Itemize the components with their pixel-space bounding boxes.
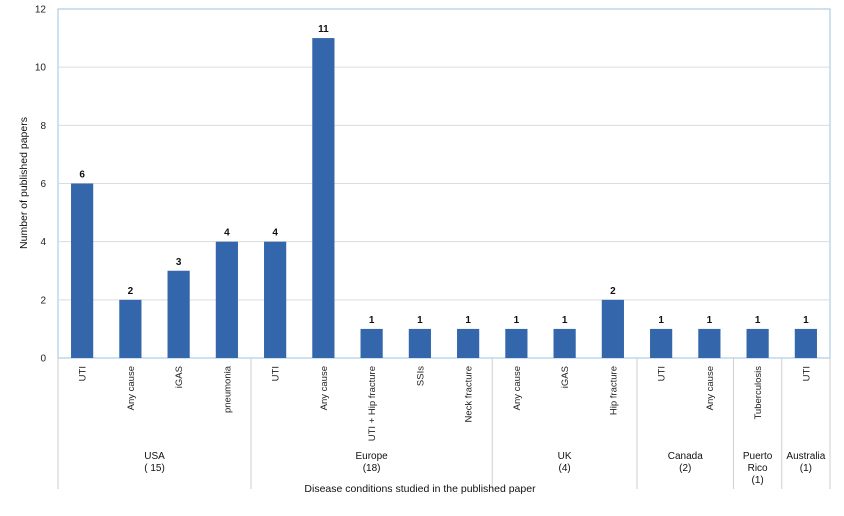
category-label: UTI (271, 366, 282, 381)
category-label: UTI (657, 366, 668, 381)
bar (794, 328, 817, 358)
bar (167, 270, 190, 358)
data-label: 1 (803, 315, 809, 326)
category-label: UTI (801, 366, 812, 381)
y-tick-label: 6 (40, 179, 46, 190)
category-label: iGAS (560, 366, 571, 388)
bar (215, 241, 238, 358)
data-label: 1 (658, 315, 664, 326)
category-label: iGAS (174, 366, 185, 388)
group-label: Australia (786, 451, 825, 462)
group-label: (18) (363, 463, 381, 474)
bar (601, 299, 624, 358)
group-label: (1) (752, 475, 764, 486)
group-label: (4) (559, 463, 571, 474)
category-label: SSIs (415, 366, 426, 386)
data-label: 1 (514, 315, 520, 326)
data-label: 2 (128, 286, 134, 297)
category-label: Any cause (705, 366, 716, 410)
bar (746, 328, 769, 358)
gridlines (58, 66, 830, 301)
data-label: 1 (562, 315, 568, 326)
group-label: (1) (800, 463, 812, 474)
y-tick-label: 10 (35, 63, 47, 74)
data-label: 11 (318, 24, 329, 35)
bar (408, 328, 431, 358)
data-label: 4 (272, 228, 278, 239)
category-label: Any cause (319, 366, 330, 410)
category-label: Hip fracture (608, 366, 619, 415)
group-label: UK (558, 451, 572, 462)
category-label: UTI (78, 366, 89, 381)
bar (650, 328, 673, 358)
data-label: 6 (79, 170, 85, 181)
data-label: 2 (610, 286, 616, 297)
data-label: 3 (176, 257, 182, 268)
bar (264, 241, 287, 358)
y-tick-labels: 0 2 4 6 8 10 12 (35, 5, 47, 365)
group-label: Europe (356, 451, 389, 462)
category-label: UTI + Hip fracture (367, 366, 378, 441)
bar (312, 38, 335, 358)
bar (553, 328, 576, 358)
group-label: Canada (668, 451, 703, 462)
bar (505, 328, 528, 358)
bar (119, 299, 142, 358)
category-label: Tuberculosis (753, 366, 764, 420)
bar (360, 328, 383, 358)
group-label: Rico (748, 463, 768, 474)
data-label: 4 (224, 228, 230, 239)
y-tick-label: 12 (35, 5, 47, 16)
bars (71, 38, 817, 358)
group-label: (2) (679, 463, 691, 474)
x-axis-title: Disease conditions studied in the publis… (304, 483, 536, 495)
group-label: USA (144, 451, 165, 462)
category-labels: UTI Any cause iGAS pneumonia UTI Any cause UTI… (78, 365, 813, 441)
data-label: 1 (707, 315, 713, 326)
y-tick-label: 8 (40, 121, 46, 132)
bar (698, 328, 721, 358)
category-label: pneumonia (222, 365, 233, 413)
group-label: ( 15) (144, 463, 165, 474)
group-labels: USA( 15) Europe(18) UK(4) Canada(2) PuertoRi… (144, 451, 826, 486)
data-label: 1 (465, 315, 471, 326)
group-separators (57, 358, 831, 489)
data-label: 1 (369, 315, 375, 326)
y-tick-label: 2 (40, 295, 46, 306)
data-label: 1 (417, 315, 423, 326)
bar (457, 328, 480, 358)
y-tick-label: 4 (40, 237, 46, 248)
data-label: 1 (755, 315, 761, 326)
category-label: Any cause (512, 366, 523, 410)
y-tick-label: 0 (40, 354, 46, 365)
category-label: Any cause (126, 366, 137, 410)
bar (71, 183, 94, 358)
group-label: Puerto (743, 451, 773, 462)
y-axis-title: Number of published papers (18, 117, 30, 249)
category-label: Neck fracture (464, 366, 475, 423)
